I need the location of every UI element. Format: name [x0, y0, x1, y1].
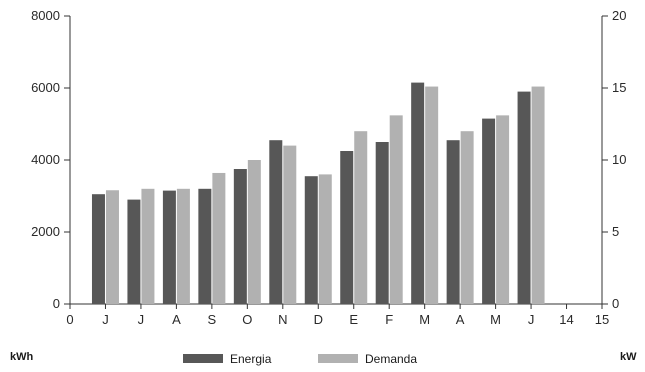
- legend-swatch-energia: [183, 354, 223, 363]
- x-tick-label: M: [490, 312, 501, 327]
- y-right-tick-label: 20: [612, 8, 626, 23]
- chart-axes: [64, 15, 608, 309]
- y-right-unit-label: kW: [620, 351, 637, 363]
- bar-demanda: [389, 115, 403, 304]
- bar-demanda: [531, 86, 545, 304]
- x-tick-label: 14: [559, 312, 573, 327]
- x-tick-label: E: [349, 312, 358, 327]
- bar-energia: [411, 82, 425, 304]
- x-tick-label: A: [456, 312, 465, 327]
- bar-demanda: [212, 172, 226, 304]
- x-tick-label: N: [278, 312, 287, 327]
- legend-swatch-demanda: [318, 354, 358, 363]
- x-tick-label: D: [314, 312, 323, 327]
- x-tick-label: 15: [595, 312, 609, 327]
- x-tick-label: J: [528, 312, 535, 327]
- y-left-tick-label: 6000: [31, 80, 60, 95]
- x-tick-label: J: [138, 312, 145, 327]
- y-right-tick-label: 5: [612, 224, 619, 239]
- bar-energia: [304, 176, 318, 304]
- y-right-tick-label: 10: [612, 152, 626, 167]
- bar-energia: [91, 194, 105, 304]
- y-right-tick-label: 0: [612, 296, 619, 311]
- x-tick-label: M: [419, 312, 430, 327]
- y-right-tick-label: 15: [612, 80, 626, 95]
- bar-energia: [517, 91, 531, 304]
- x-tick-label: A: [172, 312, 181, 327]
- y-left-tick-label: 8000: [31, 8, 60, 23]
- bar-demanda: [176, 188, 190, 304]
- bar-energia: [162, 190, 176, 304]
- bar-demanda: [425, 86, 439, 304]
- legend-label-demanda: Demanda: [365, 352, 417, 366]
- x-tick-label: F: [385, 312, 393, 327]
- bar-energia: [375, 142, 389, 304]
- y-left-tick-label: 4000: [31, 152, 60, 167]
- bar-demanda: [105, 190, 119, 304]
- bar-demanda: [354, 131, 368, 304]
- x-tick-label: 0: [66, 312, 73, 327]
- legend-label-energia: Energia: [230, 352, 272, 366]
- bar-energia: [233, 169, 247, 304]
- y-left-unit-label: kWh: [10, 351, 34, 363]
- chart-bars: [91, 82, 545, 304]
- bar-demanda: [141, 188, 155, 304]
- bar-energia: [482, 118, 496, 304]
- bar-energia: [127, 199, 141, 304]
- bar-demanda: [496, 115, 510, 304]
- bar-energia: [198, 188, 212, 304]
- x-tick-label: S: [208, 312, 217, 327]
- chart-tick-labels: 0 2000 4000 6000 8000 0 5 10 15 20 0 J J A S O N D E F M A M J 1…: [31, 8, 626, 327]
- y-left-tick-label: 0: [53, 296, 60, 311]
- bar-energia: [340, 151, 354, 304]
- x-tick-label: O: [242, 312, 252, 327]
- chart-legend: Energia Demanda: [183, 352, 417, 366]
- bar-demanda: [247, 160, 261, 304]
- bar-energia: [269, 140, 283, 304]
- bar-demanda: [460, 131, 474, 304]
- y-left-tick-label: 2000: [31, 224, 60, 239]
- chart-axis-units: kWh kW: [10, 351, 637, 363]
- bar-demanda: [318, 174, 332, 304]
- bar-demanda: [283, 145, 297, 304]
- bar-energia: [446, 140, 460, 304]
- x-tick-label: J: [102, 312, 109, 327]
